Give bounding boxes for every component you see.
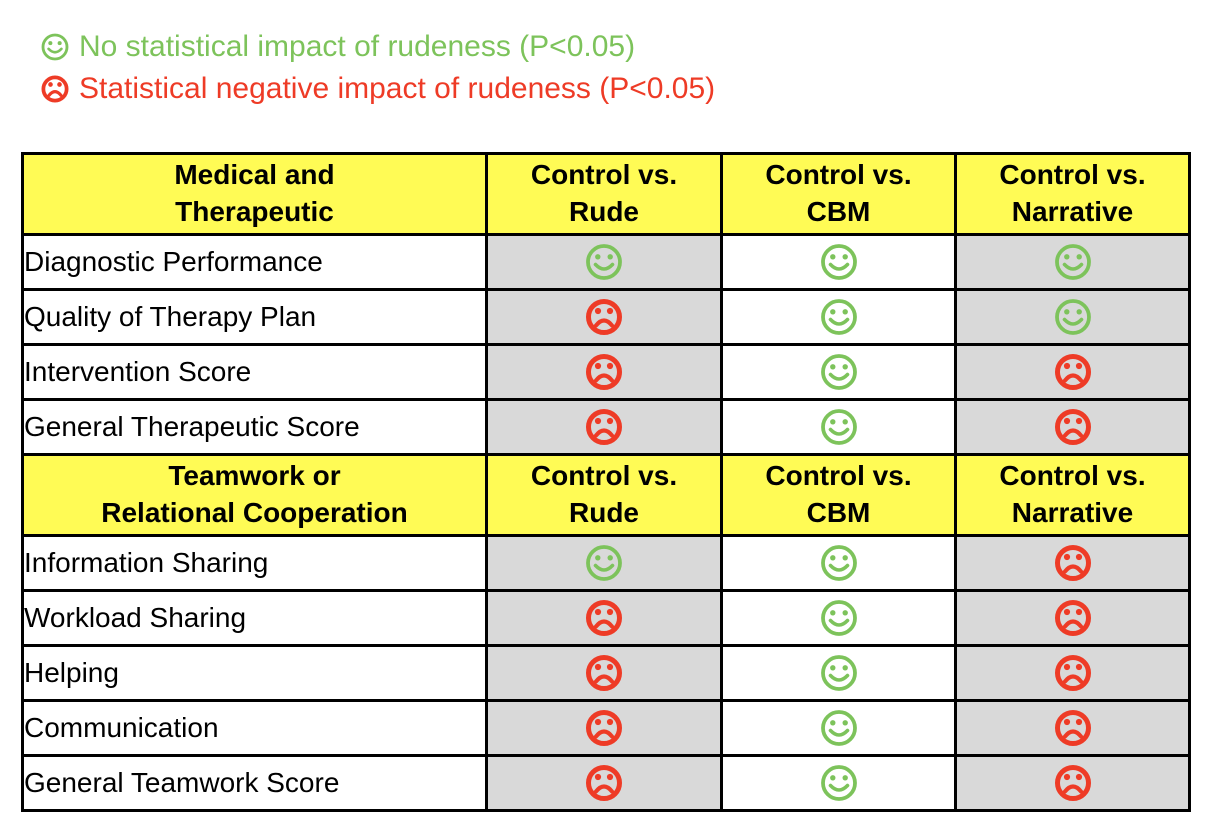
smiley-icon	[820, 409, 857, 445]
row-label: General Teamwork Score	[21, 754, 488, 812]
result-cell	[954, 233, 1191, 291]
result-cell	[954, 754, 1191, 812]
legend: No statistical impact of rudeness (P<0.0…	[40, 26, 715, 110]
legend-negative-text: Statistical negative impact of rudeness …	[79, 72, 716, 105]
result-cell	[720, 534, 957, 592]
smiley-icon	[1054, 244, 1091, 280]
smiley-icon	[820, 299, 857, 335]
result-cell	[485, 644, 723, 702]
smiley-icon	[820, 765, 857, 801]
legend-negative-line: Statistical negative impact of rudeness …	[40, 68, 715, 110]
result-cell	[485, 534, 723, 592]
frowny-icon	[586, 765, 622, 801]
result-cell	[720, 644, 957, 702]
result-cell	[720, 343, 957, 401]
result-cell	[954, 398, 1191, 456]
frowny-icon	[586, 655, 622, 691]
section-header-row: Teamwork or Relational Cooperation Control…	[21, 453, 1191, 537]
frowny-icon	[586, 354, 622, 390]
frowny-icon	[1054, 409, 1091, 445]
results-table-body: Medical and Therapeutic Control vs. Rude Con…	[21, 152, 1191, 812]
smiley-icon	[40, 32, 70, 62]
frowny-icon	[586, 600, 622, 636]
section-title: Teamwork or Relational Cooperation	[21, 453, 488, 537]
smiley-icon	[586, 244, 622, 280]
table-row: Diagnostic Performance	[21, 233, 1191, 291]
column-header: Control vs. CBM	[720, 453, 957, 537]
table-row: Helping	[21, 644, 1191, 702]
result-cell	[485, 754, 723, 812]
result-cell	[954, 644, 1191, 702]
smiley-icon	[820, 354, 857, 390]
result-cell	[720, 699, 957, 757]
result-cell	[485, 589, 723, 647]
frowny-icon	[1054, 354, 1091, 390]
legend-positive-text: No statistical impact of rudeness (P<0.0…	[79, 30, 636, 63]
section-title: Medical and Therapeutic	[21, 152, 488, 236]
frowny-icon	[1054, 655, 1091, 691]
table-row: Information Sharing	[21, 534, 1191, 592]
smiley-icon	[820, 600, 857, 636]
smiley-icon	[820, 244, 857, 280]
frowny-icon	[586, 710, 622, 746]
row-label: Workload Sharing	[21, 589, 488, 647]
result-cell	[485, 343, 723, 401]
column-header: Control vs. Narrative	[954, 152, 1191, 236]
table-row: Intervention Score	[21, 343, 1191, 401]
frowny-icon	[586, 409, 622, 445]
column-header: Control vs. Narrative	[954, 453, 1191, 537]
row-label: Quality of Therapy Plan	[21, 288, 488, 346]
frowny-icon	[1054, 765, 1091, 801]
table-row: General Therapeutic Score	[21, 398, 1191, 456]
row-label: Helping	[21, 644, 488, 702]
result-cell	[485, 233, 723, 291]
smiley-icon	[1054, 299, 1091, 335]
row-label: General Therapeutic Score	[21, 398, 488, 456]
table-row: Quality of Therapy Plan	[21, 288, 1191, 346]
frowny-icon	[40, 74, 70, 104]
row-label: Communication	[21, 699, 488, 757]
result-cell	[485, 398, 723, 456]
row-label: Diagnostic Performance	[21, 233, 488, 291]
column-header: Control vs. Rude	[485, 152, 723, 236]
result-cell	[954, 288, 1191, 346]
frowny-icon	[1054, 710, 1091, 746]
row-label: Information Sharing	[21, 534, 488, 592]
table-row: Workload Sharing	[21, 589, 1191, 647]
table-row: General Teamwork Score	[21, 754, 1191, 812]
result-cell	[954, 343, 1191, 401]
column-header: Control vs. Rude	[485, 453, 723, 537]
result-cell	[485, 288, 723, 346]
section-header-row: Medical and Therapeutic Control vs. Rude Con…	[21, 152, 1191, 236]
frowny-icon	[1054, 545, 1091, 581]
smiley-icon	[820, 655, 857, 691]
result-cell	[954, 699, 1191, 757]
table-row: Communication	[21, 699, 1191, 757]
smiley-icon	[820, 710, 857, 746]
smiley-icon	[820, 545, 857, 581]
row-label: Intervention Score	[21, 343, 488, 401]
result-cell	[720, 754, 957, 812]
result-cell	[720, 589, 957, 647]
frowny-icon	[586, 299, 622, 335]
result-cell	[720, 398, 957, 456]
result-cell	[720, 233, 957, 291]
result-cell	[720, 288, 957, 346]
result-cell	[485, 699, 723, 757]
result-cell	[954, 534, 1191, 592]
smiley-icon	[586, 545, 622, 581]
frowny-icon	[1054, 600, 1091, 636]
results-table: Medical and Therapeutic Control vs. Rude Con…	[21, 152, 1191, 812]
legend-positive-line: No statistical impact of rudeness (P<0.0…	[40, 26, 715, 68]
result-cell	[954, 589, 1191, 647]
column-header: Control vs. CBM	[720, 152, 957, 236]
